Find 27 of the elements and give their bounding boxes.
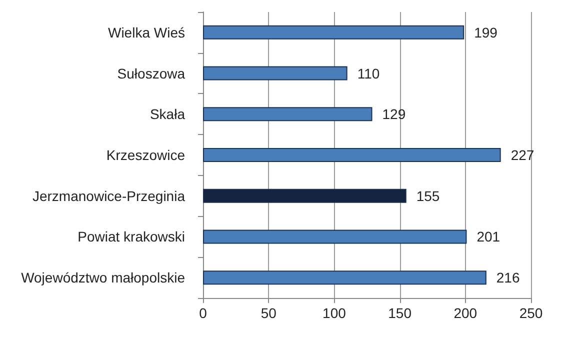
y-tick-label: Sułoszowa [117, 65, 186, 82]
x-tick-label: 0 [199, 305, 208, 321]
y-tick-label: Powiat krakowski [78, 228, 185, 245]
x-tick-label: 100 [322, 305, 346, 321]
data-label: 227 [510, 147, 534, 163]
data-label: 129 [382, 106, 406, 122]
data-label: 199 [474, 24, 498, 40]
x-tick-label: 150 [388, 305, 412, 321]
data-label: 201 [476, 228, 500, 245]
bar [203, 188, 406, 203]
bar [203, 230, 467, 244]
y-tick-label: Skała [150, 106, 186, 122]
bar [203, 270, 486, 285]
x-tick-label: 200 [454, 305, 478, 321]
data-label: 110 [357, 65, 380, 82]
y-tick-label: Jerzmanowice-Przeginia [32, 188, 186, 204]
x-tick-label: 250 [519, 305, 543, 321]
bar [203, 66, 348, 80]
data-label: 216 [496, 270, 520, 286]
data-label: 155 [416, 188, 440, 204]
bar [203, 148, 501, 162]
y-tick-label: Województwo małopolskie [21, 270, 186, 286]
y-tick-label: Wielka Wieś [108, 24, 185, 40]
bar [203, 107, 372, 122]
y-tick-label: Krzeszowice [106, 147, 186, 163]
bar [203, 25, 464, 40]
x-tick-label: 50 [260, 305, 277, 321]
